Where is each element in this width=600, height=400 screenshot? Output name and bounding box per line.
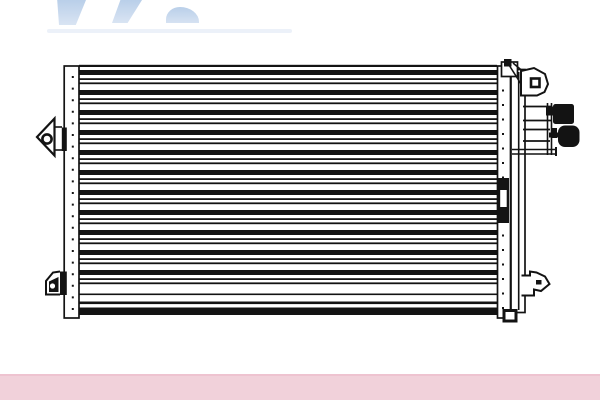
fitting-block xyxy=(553,104,574,124)
receiver-drier xyxy=(500,59,527,314)
bracket-hole xyxy=(49,283,56,289)
bracket-hole xyxy=(529,77,541,89)
mounting-bracket-bottom-left xyxy=(45,270,61,296)
left-header-tank xyxy=(59,65,80,319)
bracket-pad xyxy=(59,271,67,295)
bracket-slot xyxy=(536,280,542,285)
condenser-core xyxy=(77,64,498,315)
mounting-bracket-bottom-right xyxy=(521,270,551,297)
mounting-bracket-top-right xyxy=(520,66,550,97)
bracket-hole xyxy=(41,133,53,145)
footer-accent-bar xyxy=(0,374,600,400)
mounting-foot-bottom-right xyxy=(502,309,518,323)
fitting-block xyxy=(558,125,580,147)
right-header-tank xyxy=(496,65,512,319)
mounting-bracket-top-left xyxy=(35,115,62,159)
bracket-pad xyxy=(61,127,67,151)
right-tank-block-with-window xyxy=(497,178,509,223)
refrigerant-fitting-lower xyxy=(512,125,580,156)
